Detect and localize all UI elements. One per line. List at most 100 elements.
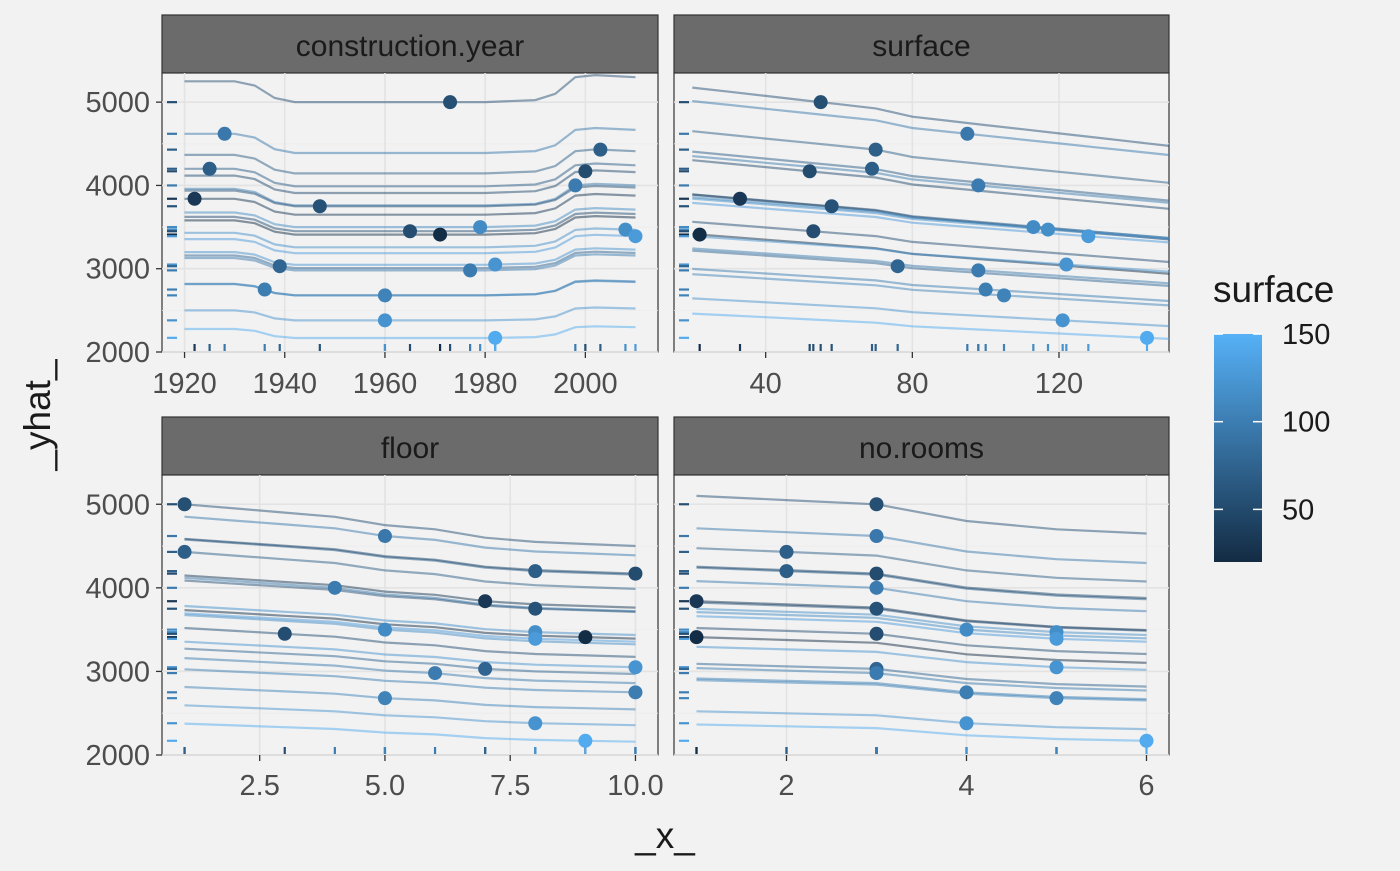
profile-line-19 bbox=[184, 325, 636, 340]
observation-point-16 bbox=[978, 282, 993, 297]
profile-line-15 bbox=[184, 657, 636, 685]
observation-point-1 bbox=[377, 529, 392, 544]
observation-point-19 bbox=[1140, 330, 1154, 345]
profile-line-13 bbox=[184, 247, 636, 266]
strip-surface bbox=[673, 14, 1170, 74]
profile-line-4 bbox=[184, 537, 636, 575]
observation-point-13 bbox=[488, 257, 503, 272]
profile-line-17 bbox=[184, 685, 636, 711]
profile-line-5 bbox=[696, 580, 1147, 613]
profile-line-5 bbox=[692, 155, 1170, 204]
rug-construction.year bbox=[167, 101, 637, 351]
strip-construction.year bbox=[161, 14, 659, 74]
x-tick-label-2: 7.5 bbox=[490, 770, 530, 802]
x-tick-label-0: 2.5 bbox=[240, 770, 280, 802]
observation-point-2 bbox=[177, 544, 192, 559]
profile-line-15 bbox=[696, 667, 1147, 692]
profile-line-13 bbox=[696, 645, 1147, 671]
strip-label-construction.year: construction.year bbox=[296, 30, 524, 63]
legend-ticks: 50 100 150 bbox=[1214, 319, 1330, 526]
observation-point-4 bbox=[578, 164, 593, 179]
observation-point-17 bbox=[1049, 691, 1064, 706]
y-tick-label-1: 3000 bbox=[85, 254, 150, 286]
observation-point-10 bbox=[277, 626, 292, 641]
x-tick-label-1: 5.0 bbox=[365, 770, 405, 802]
observation-point-3 bbox=[779, 564, 794, 579]
x-tick-label-1: 80 bbox=[896, 368, 928, 400]
profile-line-10 bbox=[184, 626, 636, 658]
x-axis-title: _x_ bbox=[634, 815, 695, 856]
legend-tick-label-2: 150 bbox=[1282, 319, 1330, 351]
profile-line-4 bbox=[692, 159, 1170, 210]
x-tick-label-1: 4 bbox=[958, 770, 974, 802]
y-tick-label-0: 2000 bbox=[85, 337, 150, 369]
observation-point-13 bbox=[628, 660, 643, 675]
y-tick-label-0: 2000 bbox=[85, 740, 150, 772]
observation-point-8 bbox=[473, 220, 488, 235]
observation-point-13 bbox=[1059, 257, 1074, 272]
axes-layer: 1920 1940 1960 1980 2000 2000 3000 4000 5000 40 80… bbox=[85, 87, 1154, 802]
observation-point-8 bbox=[377, 622, 392, 637]
profile-line-18 bbox=[692, 297, 1170, 328]
observation-point-12 bbox=[528, 631, 543, 646]
profile-line-3 bbox=[184, 162, 636, 188]
x-tick-label-3: 1980 bbox=[453, 368, 518, 400]
profile-line-12 bbox=[184, 612, 636, 643]
observation-point-15 bbox=[428, 666, 443, 681]
panel-no.rooms: no.rooms bbox=[673, 416, 1170, 756]
x-tick-label-2: 1960 bbox=[353, 368, 418, 400]
profiles-floor bbox=[184, 503, 636, 743]
observation-point-7 bbox=[824, 199, 839, 214]
y-axis-row-1: 2000 3000 4000 5000 bbox=[85, 489, 162, 772]
profile-line-14 bbox=[184, 250, 636, 270]
profile-line-2 bbox=[692, 130, 1170, 184]
profile-line-0 bbox=[692, 86, 1170, 147]
x-tick-label-4: 2000 bbox=[553, 368, 618, 400]
profile-line-12 bbox=[696, 615, 1147, 643]
x-axis-surface: 40 80 120 bbox=[750, 352, 1083, 400]
legend-title: surface bbox=[1213, 269, 1334, 310]
profile-line-1 bbox=[696, 527, 1147, 565]
observation-point-1 bbox=[960, 126, 975, 141]
y-axis-title: _yhat_ bbox=[17, 359, 58, 472]
profile-line-14 bbox=[184, 647, 636, 676]
profile-line-0 bbox=[184, 73, 636, 104]
y-axis-row-0: 2000 3000 4000 5000 bbox=[85, 87, 162, 369]
profile-line-16 bbox=[692, 267, 1170, 303]
x-axis-floor: 2.5 5.0 7.5 10.0 bbox=[240, 755, 664, 802]
profile-line-14 bbox=[692, 249, 1170, 287]
observation-point-0 bbox=[869, 497, 884, 512]
points-no.rooms bbox=[689, 497, 1154, 748]
points-surface bbox=[692, 95, 1154, 345]
observation-point-12 bbox=[1049, 631, 1064, 646]
observation-point-2 bbox=[593, 142, 608, 157]
observation-point-8 bbox=[1026, 220, 1041, 235]
profile-line-15 bbox=[692, 247, 1170, 285]
panel-floor: floor bbox=[161, 416, 659, 756]
x-tick-label-0: 2 bbox=[778, 770, 794, 802]
legend-tick-label-0: 50 bbox=[1282, 494, 1314, 526]
observation-point-3 bbox=[528, 564, 543, 579]
observation-point-17 bbox=[377, 691, 392, 706]
x-tick-label-3: 10.0 bbox=[607, 770, 663, 802]
y-tick-label-3: 5000 bbox=[85, 87, 150, 119]
profile-line-1 bbox=[184, 515, 636, 557]
y-tick-label-2: 4000 bbox=[85, 573, 150, 605]
legend: surface 50 100 150 bbox=[1213, 269, 1334, 562]
y-tick-label-3: 5000 bbox=[85, 489, 150, 521]
observation-point-12 bbox=[1081, 229, 1096, 244]
profile-line-19 bbox=[696, 723, 1147, 742]
rug-floor bbox=[167, 503, 637, 754]
profiles-no.rooms bbox=[696, 494, 1147, 742]
profile-line-14 bbox=[696, 662, 1147, 688]
panel-bg-surface bbox=[673, 72, 1170, 353]
rug-no.rooms bbox=[679, 503, 1148, 754]
observation-point-1 bbox=[217, 126, 232, 141]
x-tick-label-2: 6 bbox=[1138, 770, 1154, 802]
observation-point-0 bbox=[813, 95, 828, 110]
observation-point-3 bbox=[202, 161, 217, 176]
observation-point-4 bbox=[802, 164, 817, 179]
profile-line-16 bbox=[696, 677, 1147, 701]
observation-point-15 bbox=[869, 666, 884, 681]
y-tick-label-2: 4000 bbox=[85, 170, 150, 202]
